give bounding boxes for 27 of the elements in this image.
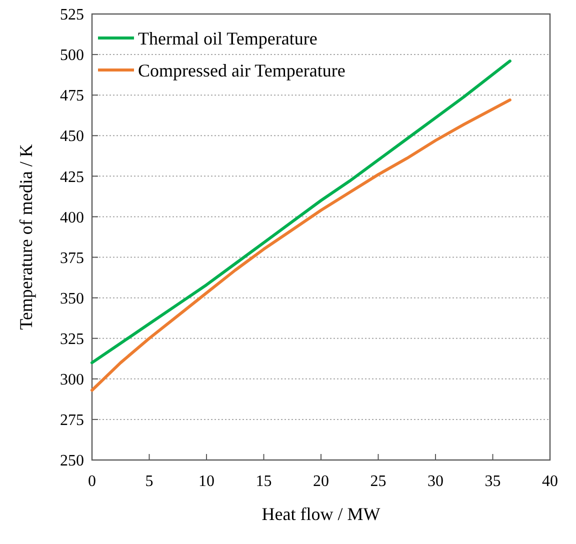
y-tick-label: 475 bbox=[60, 88, 84, 105]
y-tick-label: 375 bbox=[60, 250, 84, 267]
x-tick-label: 25 bbox=[370, 473, 386, 490]
y-tick-label: 325 bbox=[60, 330, 84, 348]
x-tick-label: 15 bbox=[256, 473, 272, 490]
y-tick-label: 300 bbox=[60, 372, 84, 389]
x-tick-label: 5 bbox=[145, 473, 154, 490]
y-tick-label: 275 bbox=[60, 412, 84, 430]
x-axis-title: Heat flow / MW bbox=[262, 504, 380, 524]
y-tick-label: 350 bbox=[60, 290, 84, 308]
legend-label: Compressed air Temperature bbox=[138, 60, 346, 80]
line-series bbox=[90, 98, 512, 392]
y-tick-label: 525 bbox=[60, 6, 84, 24]
y-tick-label: 425 bbox=[60, 168, 84, 186]
x-tick-label: 20 bbox=[313, 473, 329, 490]
x-tick-label: 40 bbox=[542, 473, 558, 490]
y-tick-label: 500 bbox=[60, 47, 84, 64]
x-tick-label: 0 bbox=[88, 473, 96, 490]
x-tick-label: 10 bbox=[198, 473, 214, 490]
y-axis-title: Temperature of media / K bbox=[16, 144, 36, 330]
legend-label: Thermal oil Temperature bbox=[138, 28, 318, 48]
y-tick-label: 450 bbox=[60, 128, 84, 146]
y-tick-label: 250 bbox=[60, 452, 84, 470]
x-tick-label: 30 bbox=[428, 473, 444, 490]
x-tick-label: 35 bbox=[484, 473, 501, 490]
line-series bbox=[90, 60, 512, 364]
y-tick-label: 400 bbox=[60, 209, 84, 226]
